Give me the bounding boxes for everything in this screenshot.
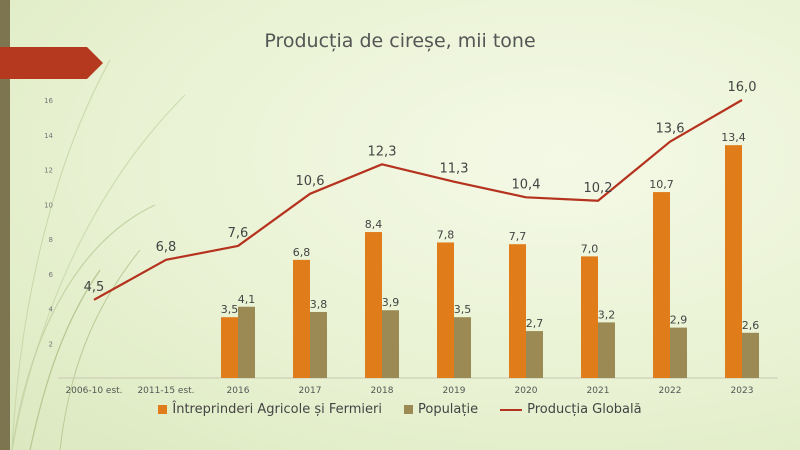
bar-intreprinderi [293, 259, 310, 378]
legend-label-series2: Populație [417, 402, 479, 417]
y-tick-label: 12 [44, 167, 53, 175]
data-label: 7,8 [437, 228, 455, 241]
decorative-curve [11, 94, 186, 450]
data-label: 8,4 [365, 218, 383, 231]
x-tick-label: 2020 [515, 386, 538, 396]
bar-populatie [526, 331, 543, 378]
y-tick-label: 10 [44, 201, 53, 209]
line-data-label: 6,8 [156, 240, 177, 255]
data-label: 4,1 [238, 293, 256, 306]
data-label: 7,0 [581, 242, 599, 255]
x-tick-label: 2006-10 est. [65, 386, 122, 396]
decorative-curve [11, 59, 111, 450]
legend-swatch-series1 [158, 405, 168, 414]
legend-swatch-series2 [403, 405, 413, 414]
bar-intreprinderi [581, 256, 598, 378]
line-data-label: 10,6 [296, 174, 325, 189]
line-data-label: 10,4 [512, 177, 541, 192]
bar-populatie [310, 311, 327, 378]
data-label: 13,4 [721, 131, 746, 144]
decorative-curve [59, 249, 141, 450]
x-tick-label: 2021 [587, 386, 610, 396]
y-tick-label: 16 [44, 97, 53, 105]
data-label: 3,5 [221, 303, 239, 316]
sidebar-decoration [0, 0, 10, 450]
bar-intreprinderi [725, 145, 742, 378]
decorative-curve [11, 204, 156, 450]
bar-populatie [454, 317, 471, 378]
data-label: 7,7 [509, 230, 527, 243]
data-label: 6,8 [293, 246, 311, 259]
data-label: 3,5 [454, 303, 472, 316]
title-arrow-shape [0, 47, 103, 79]
legend-swatch-series3 [500, 408, 523, 411]
bar-intreprinderi [365, 232, 382, 378]
legend-label-series1: Întreprinderi Agricole și Fermieri [172, 402, 382, 417]
x-tick-label: 2022 [659, 386, 682, 396]
y-tick-label: 2 [49, 340, 53, 348]
x-tick-label: 2018 [371, 386, 394, 396]
x-tick-label: 2023 [731, 386, 754, 396]
line-data-label: 16,0 [728, 80, 757, 95]
legend: Întreprinderi Agricole și Fermieri Popul… [0, 402, 800, 417]
y-tick-label: 8 [49, 236, 53, 244]
legend-item-series2: Populație [403, 402, 479, 417]
bar-populatie [382, 310, 399, 378]
x-tick-label: 2017 [299, 386, 322, 396]
legend-item-series1: Întreprinderi Agricole și Fermieri [158, 402, 382, 417]
bar-populatie [670, 327, 687, 378]
data-label: 3,8 [310, 298, 328, 311]
line-data-label: 7,6 [228, 226, 249, 241]
line-productia-globala [93, 99, 743, 301]
legend-label-series3: Producția Globală [527, 402, 642, 417]
line-data-label: 4,5 [84, 280, 105, 295]
chart-title: Producția de cireșe, mii tone [264, 30, 536, 52]
legend-item-series3: Producția Globală [500, 402, 642, 417]
line-data-label: 12,3 [368, 144, 397, 159]
bar-populatie [598, 322, 615, 378]
x-tick-label: 2016 [227, 386, 250, 396]
y-tick-label: 6 [49, 271, 54, 279]
x-tick-label: 2019 [443, 386, 466, 396]
bar-populatie [742, 332, 759, 378]
bar-populatie [238, 306, 255, 378]
data-label: 2,9 [670, 314, 688, 327]
line-data-label: 11,3 [440, 162, 469, 177]
bar-intreprinderi [221, 317, 238, 378]
line-data-label: 13,6 [656, 122, 685, 137]
data-label: 3,9 [382, 296, 400, 309]
data-label: 3,2 [598, 308, 616, 321]
y-tick-label: 14 [44, 132, 53, 140]
data-label: 10,7 [649, 178, 674, 191]
y-tick-label: 4 [49, 306, 54, 314]
data-label: 2,6 [742, 319, 760, 332]
bar-intreprinderi [653, 192, 670, 378]
data-label: 2,7 [526, 317, 544, 330]
bar-intreprinderi [509, 244, 526, 378]
x-tick-label: 2011-15 est. [137, 386, 194, 396]
decorative-curve [29, 269, 101, 450]
line-data-label: 10,2 [584, 181, 613, 196]
bar-intreprinderi [437, 242, 454, 378]
